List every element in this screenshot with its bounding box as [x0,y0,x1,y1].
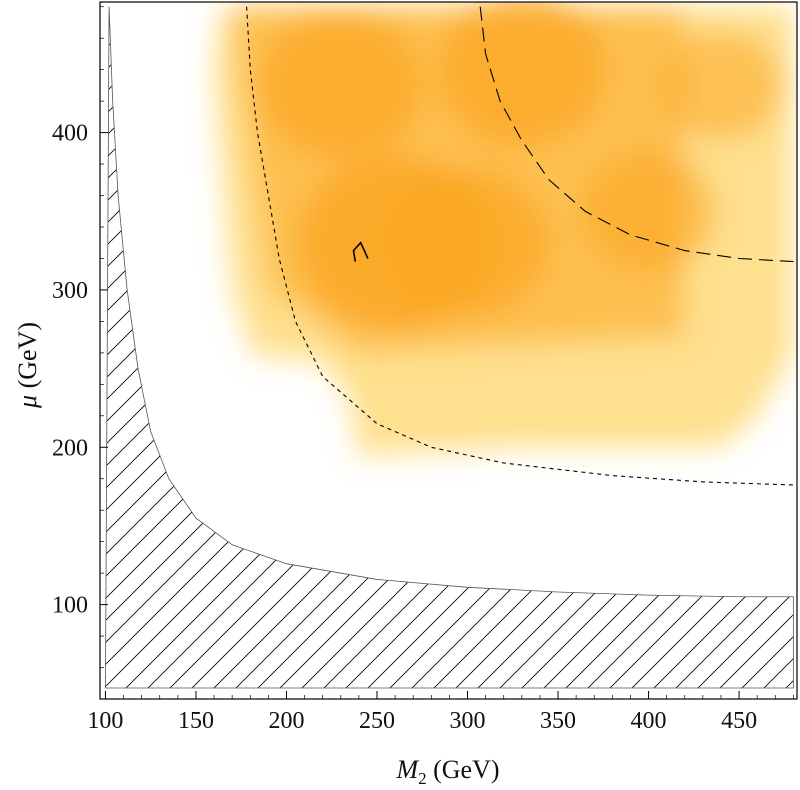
plot-area [105,2,794,689]
heatmap-blob [581,150,716,272]
contour-layer [246,6,794,486]
x-tick-label: 250 [359,708,395,734]
plot-frame [99,1,798,700]
contour-long-dash [479,6,794,263]
x-tick-label: 200 [268,708,304,734]
y-tick-label: 300 [52,278,88,304]
contour-solid [352,241,369,262]
y-tick-label: 200 [52,435,88,461]
heatmap-layer [214,2,794,456]
y-tick-label: 100 [52,593,88,619]
x-tick-label: 400 [631,708,667,734]
y-tick-label: 400 [52,121,88,147]
heatmap-blob [385,168,550,317]
x-axis-label: M2 (GeV) [395,755,499,788]
heatmap-blob [659,30,782,141]
x-tick-label: 100 [87,708,123,734]
y-axis: 100 200 300 400 [52,6,108,668]
heatmap-blob [436,2,607,147]
x-tick-label: 150 [178,708,214,734]
x-tick-label: 300 [450,708,486,734]
excluded-region-hatched [105,6,794,689]
x-tick-label: 450 [721,708,757,734]
y-axis-label: μ (GeV) [13,322,42,409]
x-axis: 100 150 200 250 300 350 400 450 [87,691,794,734]
heatmap-blob [258,11,423,160]
x-tick-label: 350 [540,708,576,734]
